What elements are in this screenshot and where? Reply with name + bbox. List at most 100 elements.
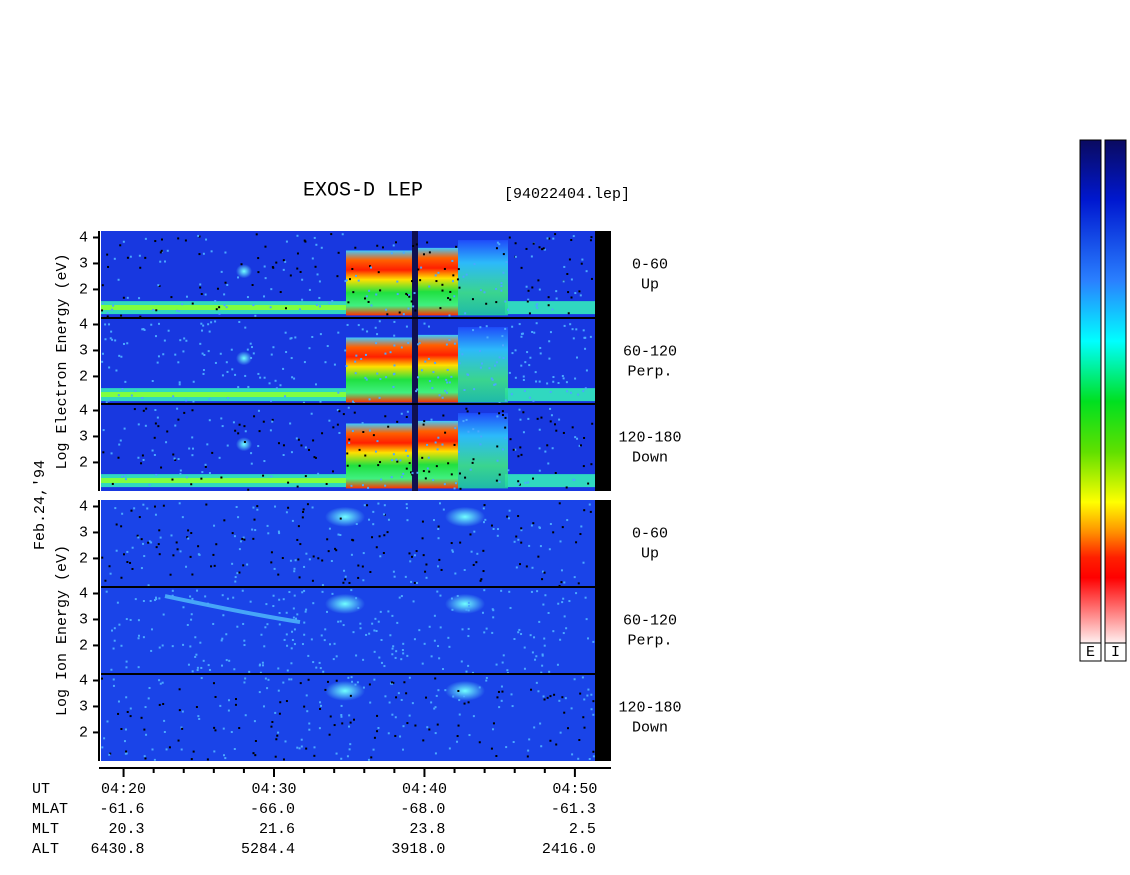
noise <box>405 692 408 695</box>
noise <box>337 391 340 394</box>
noise <box>437 436 440 439</box>
noise <box>155 546 158 549</box>
y-tick-label: 4 <box>79 498 88 515</box>
noise <box>460 660 463 663</box>
noise <box>204 293 207 296</box>
noise <box>291 519 294 522</box>
noise <box>365 295 368 298</box>
noise <box>393 320 396 323</box>
noise <box>201 329 204 332</box>
noise <box>101 360 104 363</box>
noise <box>262 420 265 423</box>
noise <box>337 620 340 623</box>
noise <box>191 409 194 412</box>
noise <box>142 542 145 545</box>
noise <box>548 237 551 240</box>
noise <box>402 472 405 475</box>
noise <box>149 599 152 602</box>
noise <box>342 624 345 627</box>
noise <box>282 454 285 457</box>
noise <box>407 294 410 297</box>
noise <box>191 597 194 600</box>
noise <box>315 303 318 306</box>
noise <box>349 721 352 724</box>
noise <box>552 237 555 240</box>
noise <box>430 701 433 704</box>
noise <box>191 573 194 576</box>
noise <box>226 444 229 447</box>
noise <box>514 242 517 245</box>
noise <box>383 534 386 537</box>
noise <box>198 235 201 238</box>
noise <box>130 394 133 397</box>
noise <box>306 503 309 506</box>
noise <box>554 471 557 474</box>
noise <box>579 692 582 695</box>
noise <box>583 698 586 701</box>
noise <box>444 431 447 434</box>
noise <box>273 567 276 570</box>
noise <box>393 372 396 375</box>
noise <box>546 444 549 447</box>
noise <box>479 326 482 329</box>
noise <box>326 538 329 541</box>
noise <box>299 270 302 273</box>
noise <box>348 441 351 444</box>
hot-region <box>418 420 458 489</box>
noise <box>249 342 252 345</box>
noise <box>412 600 415 603</box>
noise <box>448 314 451 317</box>
noise <box>332 426 335 429</box>
noise <box>528 312 531 315</box>
noise <box>157 355 160 358</box>
noise <box>312 439 315 442</box>
noise <box>433 707 436 710</box>
noise <box>558 584 561 587</box>
noise <box>150 649 153 652</box>
noise <box>282 259 285 262</box>
noise <box>173 457 176 460</box>
noise <box>159 682 162 685</box>
noise <box>106 720 109 723</box>
noise <box>422 423 425 426</box>
noise <box>578 444 581 447</box>
noise <box>158 703 161 706</box>
noise <box>572 337 575 340</box>
noise <box>286 644 289 647</box>
noise <box>337 251 340 254</box>
noise <box>552 380 555 383</box>
noise <box>372 510 375 513</box>
noise <box>361 422 364 425</box>
noise <box>288 678 291 681</box>
noise <box>289 337 292 340</box>
noise <box>380 638 383 641</box>
noise <box>191 302 194 305</box>
noise <box>108 753 111 756</box>
noise <box>121 512 124 515</box>
noise <box>277 731 280 734</box>
noise <box>240 263 243 266</box>
noise <box>417 268 420 271</box>
noise <box>212 622 215 625</box>
noise <box>181 303 184 306</box>
noise <box>520 266 523 269</box>
noise <box>469 468 472 471</box>
noise <box>354 360 357 363</box>
gap <box>412 231 418 318</box>
black-strip <box>595 318 611 405</box>
noise <box>485 679 488 682</box>
noise <box>482 570 485 573</box>
noise <box>379 610 382 613</box>
noise <box>296 746 299 749</box>
noise <box>483 589 486 592</box>
noise <box>312 602 315 605</box>
noise <box>234 576 237 579</box>
noise <box>310 412 313 415</box>
noise <box>426 443 429 446</box>
noise <box>195 653 198 656</box>
noise <box>400 658 403 661</box>
noise <box>399 459 402 462</box>
noise <box>362 686 365 689</box>
noise <box>241 537 244 540</box>
noise <box>109 752 112 755</box>
